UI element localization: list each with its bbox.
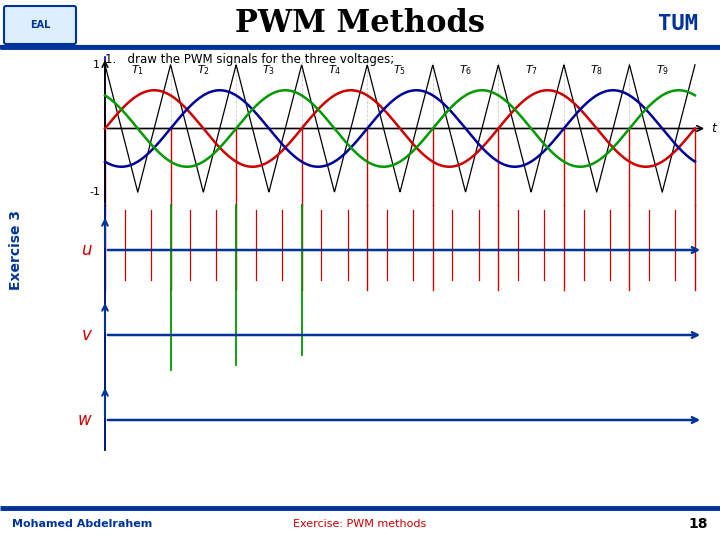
Text: EAL: EAL (30, 20, 50, 30)
Text: Exercise: PWM methods: Exercise: PWM methods (293, 519, 427, 529)
Text: $T_4$: $T_4$ (328, 63, 341, 77)
Text: $t$: $t$ (711, 122, 719, 135)
Text: $T_7$: $T_7$ (525, 63, 538, 77)
Text: -1: -1 (89, 187, 100, 197)
Text: 1: 1 (93, 60, 100, 70)
Text: Exercise 3: Exercise 3 (9, 210, 23, 290)
Text: $T_8$: $T_8$ (590, 63, 603, 77)
Text: $T_9$: $T_9$ (656, 63, 669, 77)
Text: $T_2$: $T_2$ (197, 63, 210, 77)
Text: $v$: $v$ (81, 326, 93, 344)
FancyBboxPatch shape (4, 6, 76, 44)
Text: $T_3$: $T_3$ (262, 63, 276, 77)
Text: PWM Methods: PWM Methods (235, 9, 485, 39)
Text: TUM: TUM (658, 14, 698, 34)
Text: $T_6$: $T_6$ (459, 63, 472, 77)
Text: $w$: $w$ (77, 411, 93, 429)
Text: Mohamed Abdelrahem: Mohamed Abdelrahem (12, 519, 152, 529)
Text: $T_5$: $T_5$ (393, 63, 407, 77)
Text: $u$: $u$ (81, 241, 93, 259)
Text: 1.   draw the PWM signals for the three voltages;: 1. draw the PWM signals for the three vo… (105, 53, 395, 66)
Text: $T_1$: $T_1$ (131, 63, 144, 77)
Text: 18: 18 (688, 517, 708, 531)
